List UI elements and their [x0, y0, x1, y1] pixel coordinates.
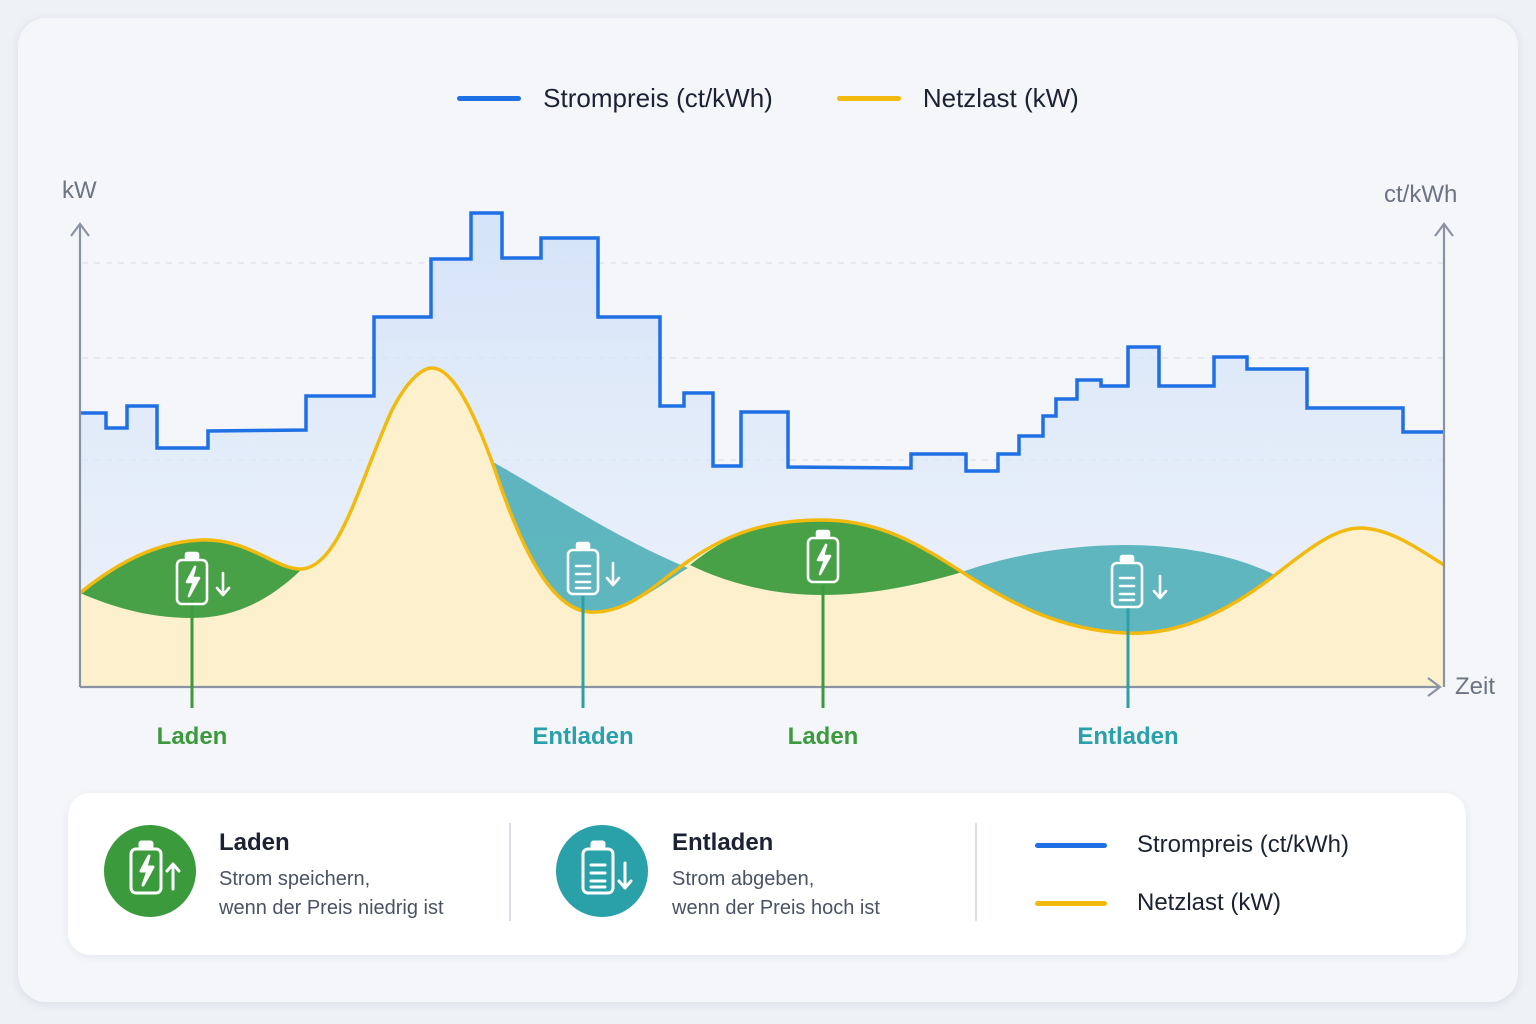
- annotation-label-discharge: Entladen: [532, 723, 633, 750]
- info-charge: Laden Strom speichern, wenn der Preis ni…: [68, 793, 508, 955]
- legend-swatch-price: [457, 95, 522, 101]
- y-axis-left-label: kW: [62, 177, 97, 204]
- legend-swatch-load: [836, 95, 901, 101]
- legend-swatch-load: [1035, 900, 1107, 906]
- info-legend-price: Strompreis (ct/kWh): [1035, 831, 1349, 859]
- battery-discharge-icon: [1110, 554, 1168, 609]
- info-charge-title: Laden: [219, 829, 290, 856]
- legend-label-load: Netzlast (kW): [922, 82, 1079, 113]
- price-line: [80, 211, 1444, 473]
- battery-discharge-icon: [566, 541, 621, 596]
- info-discharge: Entladen Strom abgeben, wenn der Preis h…: [518, 793, 968, 955]
- legend-item-load: Netzlast (kW): [836, 82, 1079, 114]
- info-discharge-title: Entladen: [672, 829, 774, 856]
- info-discharge-desc-line2: wenn der Preis hoch ist: [672, 897, 880, 919]
- divider: [975, 823, 977, 921]
- y-axis-right-arrow: [1434, 222, 1454, 237]
- battery-discharge-icon: [581, 840, 633, 895]
- divider: [509, 823, 511, 921]
- info-discharge-desc-line1: Strom abgeben,: [672, 868, 815, 890]
- legend-item-price: Strompreis (ct/kWh): [457, 83, 773, 114]
- info-legend-price-label: Strompreis (ct/kWh): [1137, 831, 1350, 858]
- charge-circle: [104, 825, 196, 917]
- chart-legend: Strompreis (ct/kWh) Netzlast (kW): [0, 78, 1536, 118]
- discharge-region-2: [962, 545, 1275, 634]
- info-box: Laden Strom speichern, wenn der Preis ni…: [68, 793, 1466, 955]
- axes: [70, 222, 1454, 697]
- legend-label-price: Strompreis (ct/kWh): [543, 82, 773, 113]
- battery-charge-icon: [175, 551, 231, 606]
- info-charge-desc-line2: wenn der Preis niedrig ist: [219, 897, 444, 919]
- x-axis-label: Zeit: [1455, 673, 1495, 700]
- x-axis-arrow: [1427, 677, 1442, 697]
- info-legend-load-label: Netzlast (kW): [1137, 889, 1281, 916]
- annotation-label-charge: Laden: [788, 723, 859, 750]
- legend-swatch-price: [1035, 842, 1107, 848]
- discharge-circle: [556, 825, 648, 917]
- annotation-label-discharge: Entladen: [1077, 723, 1178, 750]
- annotation-label-charge: Laden: [157, 723, 228, 750]
- y-axis-right-label: ct/kWh: [1384, 181, 1457, 208]
- info-legend-load: Netzlast (kW): [1035, 889, 1281, 917]
- info-charge-desc-line1: Strom speichern,: [219, 868, 371, 890]
- y-axis-left-arrow: [70, 222, 90, 237]
- info-charge-desc: Strom speichern, wenn der Preis niedrig …: [219, 865, 444, 923]
- battery-charge-icon: [806, 529, 840, 584]
- info-discharge-desc: Strom abgeben, wenn der Preis hoch ist: [672, 865, 880, 923]
- load-line: [78, 366, 1445, 635]
- battery-charge-icon: [129, 840, 181, 895]
